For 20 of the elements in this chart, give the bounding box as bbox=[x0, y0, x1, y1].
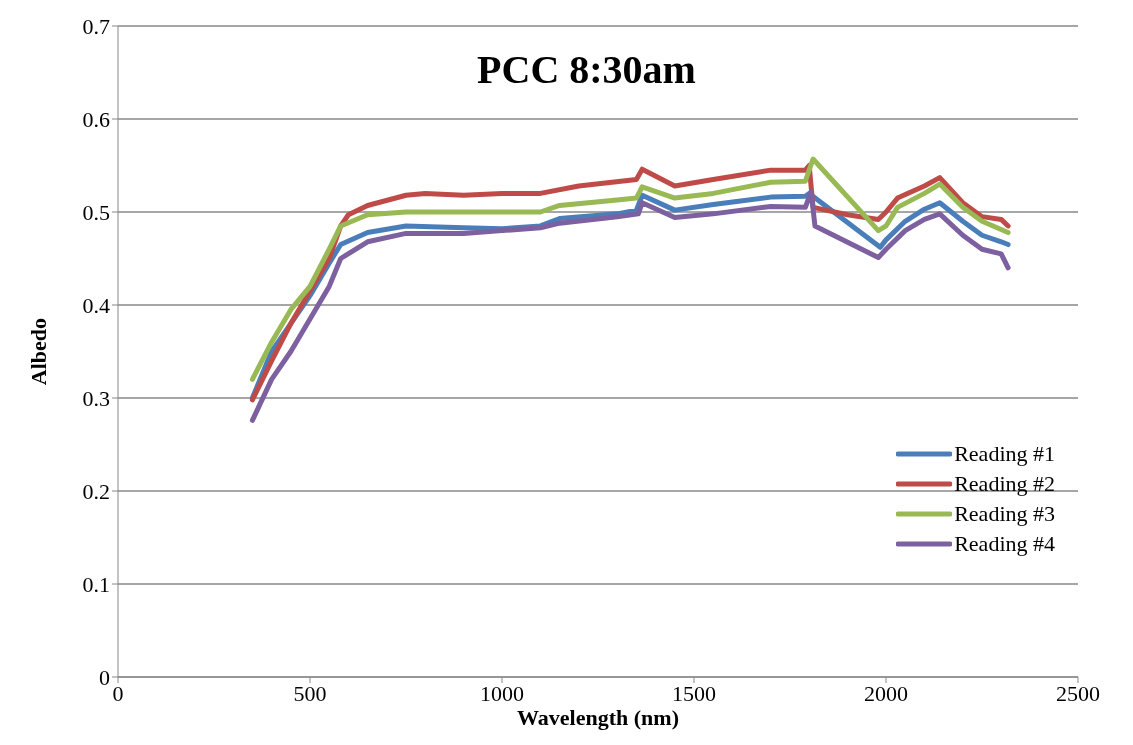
x-tick-label: 1000 bbox=[480, 680, 524, 706]
x-tick-label: 2500 bbox=[1056, 680, 1100, 706]
text: PCC 8:30am bbox=[476, 46, 697, 93]
y-tick-label: 0.7 bbox=[82, 13, 110, 39]
y-tick-label: 0.6 bbox=[82, 106, 110, 132]
x-tick-label: 500 bbox=[293, 680, 327, 706]
legend-label: Reading #2 bbox=[954, 471, 1055, 497]
x-tick-label: 2000 bbox=[864, 680, 908, 706]
x-axis-title: Wavelength (nm) bbox=[516, 705, 680, 731]
legend-label: Reading #3 bbox=[954, 501, 1055, 527]
y-tick-label: 0 bbox=[99, 664, 110, 690]
y-axis-title: Albedo bbox=[26, 317, 52, 386]
y-tick-label: 0.4 bbox=[82, 292, 110, 318]
x-tick-label: 1500 bbox=[672, 680, 716, 706]
y-tick-label: 0.3 bbox=[82, 385, 110, 411]
y-tick-label: 0.5 bbox=[82, 199, 110, 225]
y-tick-label: 0.2 bbox=[82, 478, 110, 504]
y-tick-label: 0.1 bbox=[82, 571, 110, 597]
legend-label: Reading #1 bbox=[954, 441, 1055, 467]
legend-label: Reading #4 bbox=[954, 531, 1055, 557]
